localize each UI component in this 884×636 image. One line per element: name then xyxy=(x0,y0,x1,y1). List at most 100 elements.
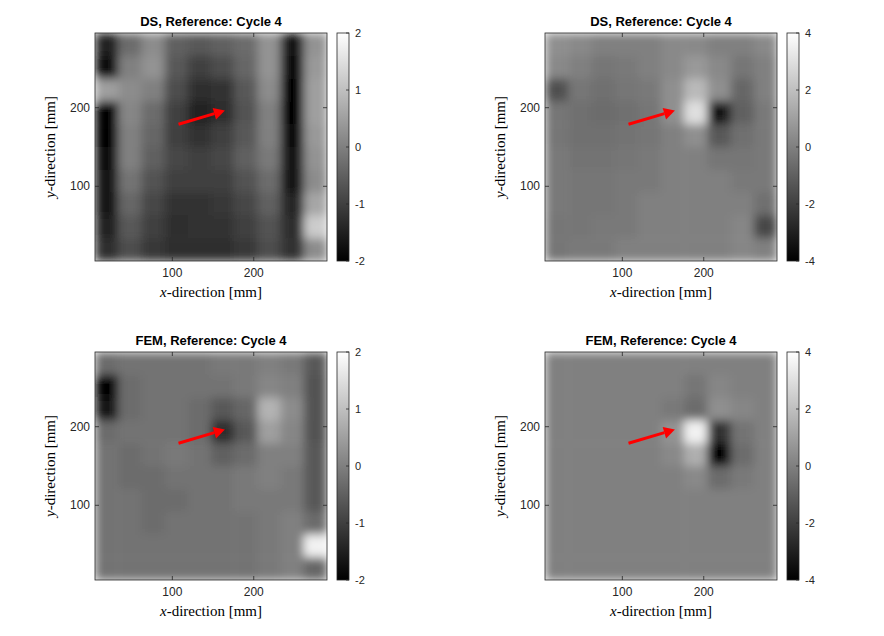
plot-frame xyxy=(95,33,327,261)
heat-cell xyxy=(731,124,755,147)
heat-cell xyxy=(234,398,258,421)
colorbar-tick xyxy=(346,409,349,410)
heat-cell xyxy=(257,375,281,398)
heat-cell xyxy=(95,466,119,489)
heat-cell xyxy=(545,398,569,421)
heat-cell xyxy=(141,215,165,238)
heat-cell xyxy=(304,443,327,466)
heat-cell xyxy=(638,56,662,79)
heat-cell xyxy=(188,33,212,56)
colorbar-tick xyxy=(346,580,349,581)
colorbar xyxy=(787,33,799,261)
y-tick xyxy=(323,107,327,108)
colorbar-tick-label: 4 xyxy=(805,346,811,358)
heat-cell xyxy=(591,147,615,170)
y-tick-label: 100 xyxy=(70,179,90,193)
cells-clip xyxy=(95,33,327,261)
arrow-shaft xyxy=(629,114,665,125)
heat-cell xyxy=(188,512,212,535)
heat-cell xyxy=(281,124,305,147)
y-tick-label: 200 xyxy=(70,101,90,115)
x-tick xyxy=(703,352,704,356)
heat-cell xyxy=(165,375,189,398)
y-tick xyxy=(545,186,549,187)
heat-cell xyxy=(615,375,639,398)
heat-cell xyxy=(118,170,142,193)
heat-cell xyxy=(707,215,731,238)
cells xyxy=(545,352,777,580)
heat-cell xyxy=(234,101,258,124)
y-tick-label: 200 xyxy=(70,420,90,434)
axis-title: x-direction [mm] xyxy=(609,603,712,619)
heat-cell xyxy=(545,420,569,443)
heat-cell xyxy=(661,489,685,512)
colorbar-tick xyxy=(346,466,349,467)
heat-cell xyxy=(684,147,708,170)
heat-cell xyxy=(118,489,142,512)
heat-cell xyxy=(754,466,777,489)
heat-cell xyxy=(568,215,592,238)
y-tick xyxy=(323,186,327,187)
heat-cell xyxy=(234,534,258,557)
heat-cell xyxy=(754,398,777,421)
cells-clip xyxy=(545,352,777,580)
heat-cell xyxy=(661,534,685,557)
heat-cell xyxy=(304,193,327,216)
heat-cell xyxy=(304,398,327,421)
x-tick-label: 200 xyxy=(694,585,714,599)
x-tick-label: 100 xyxy=(612,266,632,280)
heat-cell xyxy=(638,147,662,170)
x-tick-label: 100 xyxy=(162,266,182,280)
colorbar-tick-label: 0 xyxy=(355,460,361,472)
heat-cell xyxy=(615,147,639,170)
heat-cell xyxy=(754,352,777,375)
heat-cell xyxy=(141,398,165,421)
heat-cell xyxy=(118,466,142,489)
heat-cell xyxy=(141,489,165,512)
heat-cell xyxy=(95,56,119,79)
colorbar-tick xyxy=(796,466,799,467)
heat-cell xyxy=(257,443,281,466)
heat-cell xyxy=(638,352,662,375)
plot-frame xyxy=(545,352,777,580)
heat-cell xyxy=(234,512,258,535)
heat-cell xyxy=(615,170,639,193)
heat-cell xyxy=(304,124,327,147)
heat-cell xyxy=(304,557,327,580)
heat-cell xyxy=(95,147,119,170)
heat-cell xyxy=(731,557,755,580)
heat-cell xyxy=(615,56,639,79)
heat-cell xyxy=(661,170,685,193)
heat-cell xyxy=(754,56,777,79)
heat-cell xyxy=(707,398,731,421)
heat-cell xyxy=(684,193,708,216)
heat-cell xyxy=(234,443,258,466)
heat-cell xyxy=(234,147,258,170)
arrow-head xyxy=(663,108,675,120)
heat-cell xyxy=(234,170,258,193)
colorbar-tick xyxy=(346,261,349,262)
heat-cell xyxy=(118,101,142,124)
heat-cell xyxy=(754,124,777,147)
heat-cell xyxy=(95,420,119,443)
x-tick xyxy=(172,33,173,37)
heat-cell xyxy=(95,238,119,261)
heat-cell xyxy=(754,33,777,56)
colorbar-tick xyxy=(346,33,349,34)
heat-cell xyxy=(615,466,639,489)
heat-cell xyxy=(591,124,615,147)
heat-cell xyxy=(188,124,212,147)
heat-cell xyxy=(638,215,662,238)
heat-cell xyxy=(95,443,119,466)
heat-cell xyxy=(707,420,731,443)
x-tick xyxy=(703,257,704,261)
heat-cell xyxy=(211,375,235,398)
heat-cell xyxy=(304,147,327,170)
heat-cell xyxy=(281,79,305,102)
heat-cell xyxy=(95,193,119,216)
colorbar-tick-label: -2 xyxy=(805,517,815,529)
heat-cell xyxy=(95,101,119,124)
heat-cell xyxy=(684,56,708,79)
heat-cell xyxy=(95,215,119,238)
heat-cell xyxy=(591,56,615,79)
